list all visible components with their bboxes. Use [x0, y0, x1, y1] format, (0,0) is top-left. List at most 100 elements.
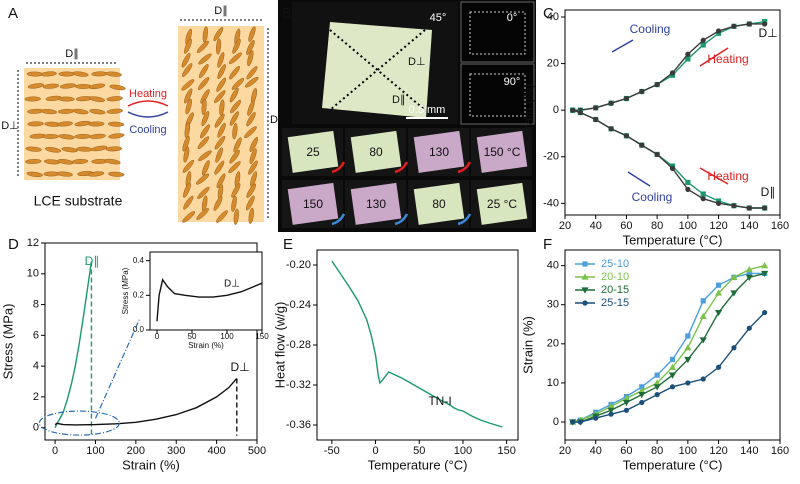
y-tick-label: -0.20 — [286, 259, 311, 271]
legend-marker — [582, 261, 588, 267]
marker — [761, 270, 769, 278]
thumb-label: 25 °C — [487, 197, 517, 211]
arrow — [611, 39, 634, 53]
mesogen — [71, 159, 89, 164]
x-tick-label: 40 — [590, 445, 602, 457]
y-tick-label: 2 — [33, 391, 39, 403]
marker — [593, 116, 599, 123]
x-tick-label: 140 — [740, 220, 758, 232]
mesogen — [181, 52, 191, 68]
y-tick-label: 0 — [553, 416, 559, 428]
angle: 90° — [504, 76, 521, 88]
marker — [699, 312, 707, 320]
marker — [577, 109, 583, 116]
marker — [638, 392, 646, 399]
marker — [700, 42, 706, 48]
marker — [639, 399, 645, 406]
scale-label: 0.5 mm — [409, 104, 446, 116]
mesogen — [88, 121, 105, 127]
y-tick-label: 40 — [547, 11, 559, 23]
chart: 20 40 60 80 100 120 140 160 0 10 20 30 40 Temperature… — [520, 236, 789, 472]
marker — [762, 309, 768, 316]
thumb-label: 150 °C — [484, 145, 521, 159]
angle: 0° — [507, 12, 518, 24]
y-tick-label: 20 — [547, 57, 559, 69]
mesogen — [183, 195, 194, 210]
legend-marker — [582, 300, 588, 306]
mesogen — [248, 207, 254, 224]
mesogen — [75, 84, 92, 89]
panel-letter: B — [282, 5, 292, 22]
marker — [700, 191, 706, 197]
mesogen — [229, 149, 240, 164]
series-line — [331, 260, 503, 428]
x-tick-label: 40 — [590, 220, 602, 232]
mesogen — [229, 66, 240, 80]
mesogen — [88, 83, 106, 90]
series-line — [572, 312, 766, 423]
mesogen — [25, 159, 42, 164]
marker — [577, 419, 583, 425]
x-tick-label: 150 — [497, 445, 515, 457]
dim-label: D⊥ — [408, 56, 426, 68]
marker — [730, 290, 738, 297]
mesogen — [25, 146, 42, 152]
marker — [746, 205, 752, 211]
mesogen — [217, 64, 226, 80]
thumb-sample — [413, 182, 465, 225]
mesogen — [58, 71, 75, 77]
x-axis-title: Temperature (°C) — [368, 457, 468, 472]
marker — [685, 186, 691, 192]
marker — [699, 337, 707, 344]
mesogen — [56, 171, 73, 177]
panel-b: B D⊥ D∥ 45° 0.5 mm 0° 90° 25 80 130 150 °C 1… — [278, 0, 536, 232]
x-tick-label: 0 — [155, 332, 160, 341]
mesogens — [24, 26, 259, 225]
annotation: D∥ — [85, 254, 100, 268]
mesogen — [197, 136, 210, 150]
arrow — [699, 167, 729, 185]
mesogen — [74, 134, 91, 139]
dim-label: D∥ — [392, 94, 405, 106]
mesogen — [198, 53, 212, 65]
mesogen — [233, 208, 239, 225]
marker — [762, 205, 768, 211]
marker — [745, 265, 753, 273]
x-tick-label: 50 — [188, 332, 197, 341]
x-tick-label: 20 — [559, 445, 571, 457]
marker — [639, 88, 645, 95]
mesogen — [184, 38, 192, 54]
y-tick-label: 12 — [27, 237, 39, 249]
thumb-label: 25 — [306, 145, 320, 159]
arrow — [331, 161, 346, 174]
thumb-label: 80 — [432, 197, 446, 211]
mesogen — [42, 134, 59, 139]
marker — [731, 203, 737, 209]
mesogen — [232, 38, 241, 54]
series-line — [572, 264, 765, 423]
mesogen — [72, 108, 89, 115]
marker — [700, 196, 706, 202]
marker — [608, 126, 614, 132]
y-tick-label: 6 — [33, 329, 39, 341]
mesogen — [249, 136, 258, 152]
mesogen — [247, 100, 255, 116]
thumbnails: 25 80 130 150 °C 150 130 80 25 °C — [282, 128, 532, 228]
annotation: Cooling — [632, 190, 673, 204]
mesogen — [109, 84, 126, 91]
marker — [746, 21, 752, 27]
y-tick-label: 20 — [547, 338, 559, 350]
mesogen — [217, 52, 225, 68]
marker — [669, 165, 676, 172]
mesogen — [105, 71, 122, 77]
x-tick-label: 100 — [86, 445, 104, 457]
legend-label: 25-15 — [601, 297, 629, 309]
y-axis-title: Strain (%) — [520, 316, 535, 374]
cooling-label: Cooling — [129, 124, 166, 136]
x-tick-label: 400 — [207, 445, 225, 457]
thumb-sample — [413, 130, 465, 173]
annotation: D⊥ — [230, 360, 249, 374]
mesogen — [185, 98, 192, 115]
x-axis-title: Temperature (°C) — [623, 232, 723, 247]
mesogen — [58, 96, 75, 102]
